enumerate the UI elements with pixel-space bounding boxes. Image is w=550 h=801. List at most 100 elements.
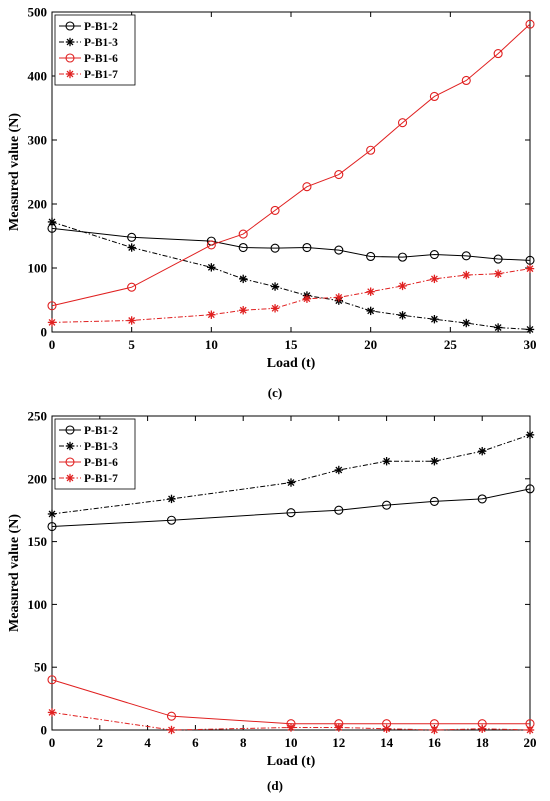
x-tick-label: 5 xyxy=(128,337,135,352)
legend-marker xyxy=(65,441,75,451)
data-point xyxy=(127,282,137,292)
series-p-b1-6 xyxy=(47,19,535,311)
data-point xyxy=(525,725,535,735)
y-tick-label: 500 xyxy=(28,5,48,20)
data-point xyxy=(493,254,503,264)
data-point xyxy=(398,281,407,291)
data-point xyxy=(429,496,439,506)
data-point xyxy=(430,274,439,284)
data-point xyxy=(366,306,375,316)
data-point xyxy=(397,252,408,262)
legend-entry: P-B1-6 xyxy=(59,457,118,469)
data-point xyxy=(493,269,503,278)
x-axis-title: Load (t) xyxy=(267,754,316,769)
data-point xyxy=(334,293,343,302)
data-point xyxy=(239,306,248,315)
legend: P-B1-2 P-B1-3 P-B1-6 P-B1-7 xyxy=(54,418,136,490)
data-point xyxy=(525,19,535,29)
data-point xyxy=(366,287,375,296)
series-p-b1-2 xyxy=(47,223,535,265)
data-point xyxy=(286,478,296,487)
series-p-b1-7 xyxy=(47,264,535,327)
x-tick-label: 15 xyxy=(285,337,299,352)
data-point xyxy=(429,91,439,102)
legend-marker xyxy=(65,37,75,47)
data-point xyxy=(477,494,487,504)
legend-box xyxy=(54,418,136,490)
data-point xyxy=(462,318,471,328)
legend-label: P-B1-6 xyxy=(84,53,118,65)
data-point xyxy=(127,316,136,325)
y-tick-label: 0 xyxy=(41,325,48,340)
data-point xyxy=(238,242,248,253)
data-point xyxy=(270,243,280,253)
legend-label: P-B1-3 xyxy=(84,37,118,49)
data-point xyxy=(382,457,391,466)
x-tick-label: 16 xyxy=(428,735,442,750)
legend-marker xyxy=(65,473,75,483)
legend-entry: P-B1-7 xyxy=(59,69,118,81)
data-point xyxy=(366,251,376,262)
x-tick-label: 30 xyxy=(524,337,537,352)
data-point xyxy=(167,725,176,735)
data-point xyxy=(270,282,280,291)
data-point xyxy=(334,170,344,180)
x-tick-label: 6 xyxy=(192,735,199,750)
data-point xyxy=(382,724,391,733)
legend-entry: P-B1-3 xyxy=(59,441,118,453)
legend: P-B1-2 P-B1-3 P-B1-6 P-B1-7 xyxy=(54,14,136,86)
panel-label-d: (d) xyxy=(267,778,283,793)
data-point xyxy=(47,675,57,685)
legend-label: P-B1-6 xyxy=(84,457,118,469)
data-point xyxy=(47,301,57,311)
data-point xyxy=(270,304,280,313)
legend-label: P-B1-7 xyxy=(84,473,118,485)
y-tick-label: 0 xyxy=(41,723,48,738)
data-point xyxy=(302,242,312,253)
data-point xyxy=(397,118,408,128)
y-tick-label: 250 xyxy=(28,409,48,424)
data-point xyxy=(462,270,471,280)
data-point xyxy=(334,465,343,475)
legend-label: P-B1-2 xyxy=(84,21,118,33)
data-point xyxy=(270,205,280,215)
y-axis-title: Measured value (N) xyxy=(7,514,22,632)
data-point xyxy=(334,245,344,255)
x-tick-label: 20 xyxy=(364,337,377,352)
data-point xyxy=(429,250,439,260)
data-point xyxy=(286,723,296,732)
series-p-b1-6 xyxy=(47,675,535,729)
data-point xyxy=(478,446,487,456)
data-point xyxy=(382,500,392,510)
x-tick-label: 25 xyxy=(444,337,458,352)
data-point xyxy=(493,49,503,59)
legend-entry: P-B1-2 xyxy=(59,425,118,437)
data-point xyxy=(461,75,471,86)
data-point xyxy=(525,325,535,334)
y-axis-title: Measured value (N) xyxy=(7,113,22,231)
data-point xyxy=(525,255,535,265)
x-axis-title: Load (t) xyxy=(267,356,316,371)
legend-marker xyxy=(65,21,75,31)
legend-marker xyxy=(65,425,75,435)
data-point xyxy=(398,311,407,320)
legend-entry: P-B1-6 xyxy=(59,53,118,65)
data-point xyxy=(206,240,216,250)
series-p-b1-2 xyxy=(47,484,535,532)
legend-label: P-B1-2 xyxy=(84,425,118,437)
data-point xyxy=(207,310,216,319)
y-tick-label: 50 xyxy=(34,660,47,675)
y-tick-label: 200 xyxy=(28,471,48,486)
data-point xyxy=(238,229,248,239)
data-point xyxy=(127,232,137,242)
legend-label: P-B1-7 xyxy=(84,69,118,81)
data-point xyxy=(47,509,57,519)
data-point xyxy=(430,315,439,324)
data-point xyxy=(430,457,439,466)
series-line xyxy=(51,711,531,731)
data-point xyxy=(461,251,471,261)
data-point xyxy=(167,494,176,504)
data-point xyxy=(302,182,312,192)
data-point xyxy=(47,708,57,717)
